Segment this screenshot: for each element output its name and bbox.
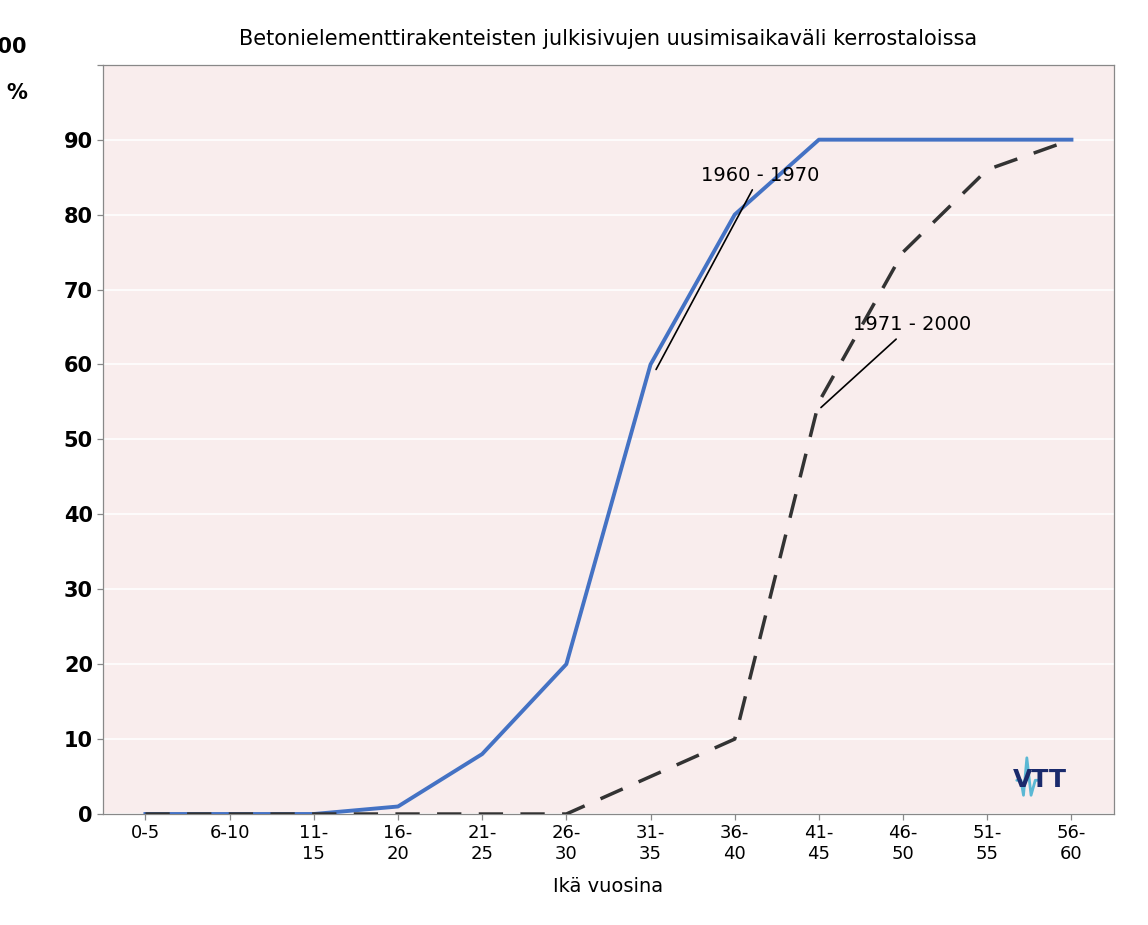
- Text: 100: 100: [0, 37, 28, 57]
- X-axis label: Ikä vuosina: Ikä vuosina: [553, 877, 664, 896]
- Title: Betonielementtirakenteisten julkisivujen uusimisaikaväli kerrostaloissa: Betonielementtirakenteisten julkisivujen…: [240, 30, 977, 49]
- Text: VTT: VTT: [1014, 769, 1068, 793]
- Text: 1960 - 1970: 1960 - 1970: [656, 166, 820, 369]
- Text: %: %: [7, 83, 28, 104]
- Text: 1971 - 2000: 1971 - 2000: [821, 315, 971, 408]
